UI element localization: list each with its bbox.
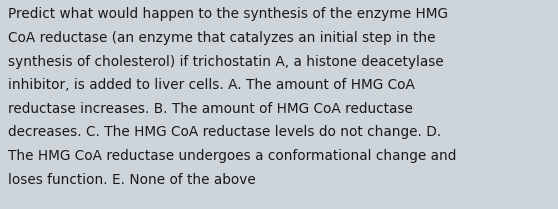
Text: decreases. C. The HMG CoA reductase levels do not change. D.: decreases. C. The HMG CoA reductase leve…	[8, 125, 441, 139]
Text: inhibitor, is added to liver cells. A. The amount of HMG CoA: inhibitor, is added to liver cells. A. T…	[8, 78, 415, 92]
Text: reductase increases. B. The amount of HMG CoA reductase: reductase increases. B. The amount of HM…	[8, 102, 413, 116]
Text: The HMG CoA reductase undergoes a conformational change and: The HMG CoA reductase undergoes a confor…	[8, 149, 457, 163]
Text: synthesis of cholesterol) if trichostatin A, a histone deacetylase: synthesis of cholesterol) if trichostati…	[8, 55, 444, 69]
Text: CoA reductase (an enzyme that catalyzes an initial step in the: CoA reductase (an enzyme that catalyzes …	[8, 31, 436, 45]
Text: Predict what would happen to the synthesis of the enzyme HMG: Predict what would happen to the synthes…	[8, 7, 449, 21]
Text: loses function. E. None of the above: loses function. E. None of the above	[8, 173, 256, 187]
